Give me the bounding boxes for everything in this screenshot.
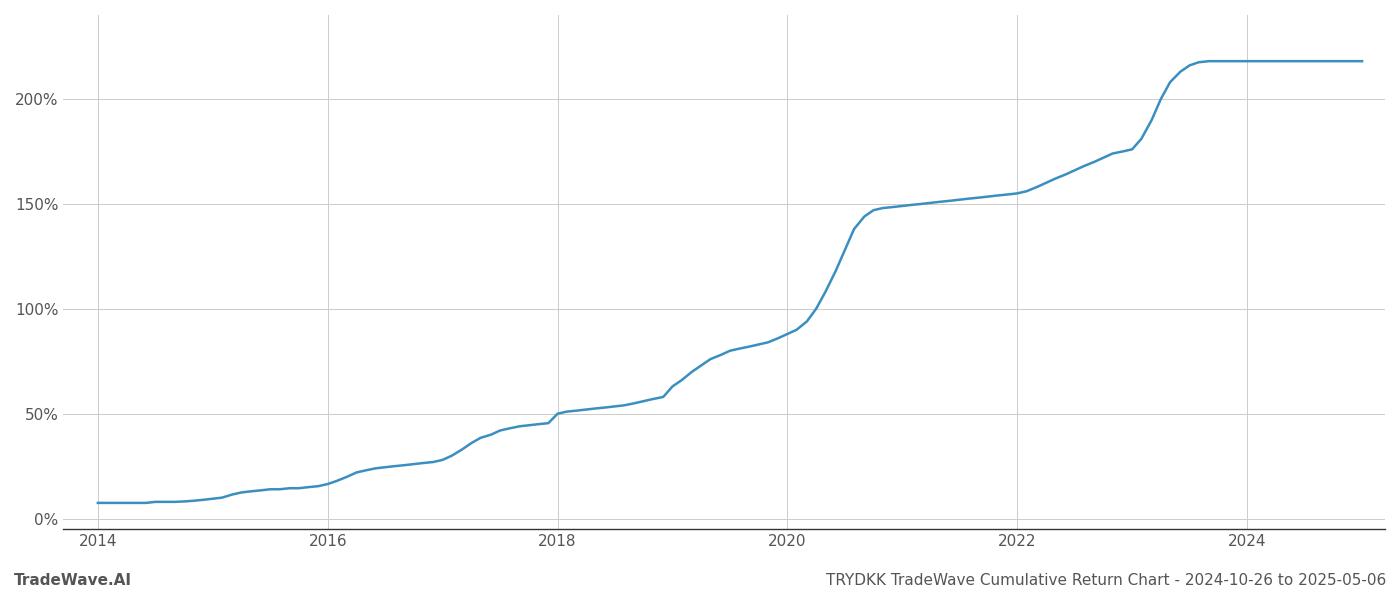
- Text: TRYDKK TradeWave Cumulative Return Chart - 2024-10-26 to 2025-05-06: TRYDKK TradeWave Cumulative Return Chart…: [826, 573, 1386, 588]
- Text: TradeWave.AI: TradeWave.AI: [14, 573, 132, 588]
